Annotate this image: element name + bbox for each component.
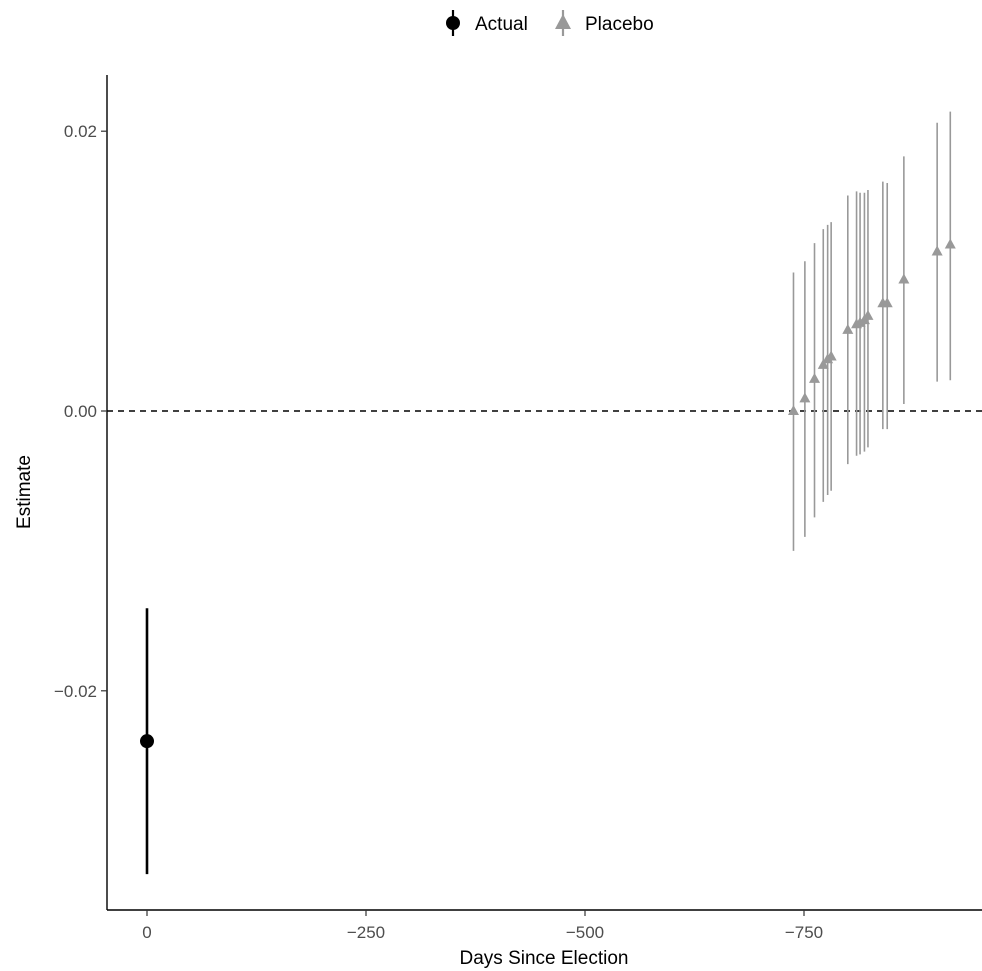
x-tick-label: 0 bbox=[142, 923, 151, 942]
legend-placebo-label: Placebo bbox=[585, 14, 654, 35]
x-tick-label: −750 bbox=[785, 923, 823, 942]
placebo-point bbox=[787, 405, 799, 415]
plot-area: −0.02 0.00 0.02 0 −250 −500 −750 bbox=[54, 75, 982, 942]
legend-actual-marker bbox=[446, 16, 460, 30]
placebo-point bbox=[842, 323, 854, 334]
y-tick-label: −0.02 bbox=[54, 682, 97, 701]
placebo-point bbox=[931, 245, 943, 256]
x-axis-title: Days Since Election bbox=[460, 948, 629, 969]
y-tick-label: 0.02 bbox=[64, 122, 97, 141]
placebo-point bbox=[817, 358, 829, 369]
placebo-point bbox=[854, 316, 866, 327]
y-axis-title: Estimate bbox=[14, 455, 35, 529]
placebo-point bbox=[881, 297, 893, 308]
placebo-point bbox=[862, 309, 874, 320]
placebo-point bbox=[898, 273, 910, 284]
placebo-point bbox=[809, 372, 821, 383]
placebo-point bbox=[825, 350, 837, 361]
x-tick-label: −500 bbox=[566, 923, 604, 942]
legend: Actual Placebo bbox=[446, 10, 654, 36]
placebo-point bbox=[799, 392, 811, 403]
actual-point bbox=[140, 734, 154, 749]
legend-placebo-marker bbox=[555, 14, 571, 29]
y-tick-label: 0.00 bbox=[64, 402, 97, 421]
legend-actual-label: Actual bbox=[475, 14, 528, 35]
x-tick-label: −250 bbox=[347, 923, 385, 942]
placebo-point bbox=[944, 238, 956, 249]
